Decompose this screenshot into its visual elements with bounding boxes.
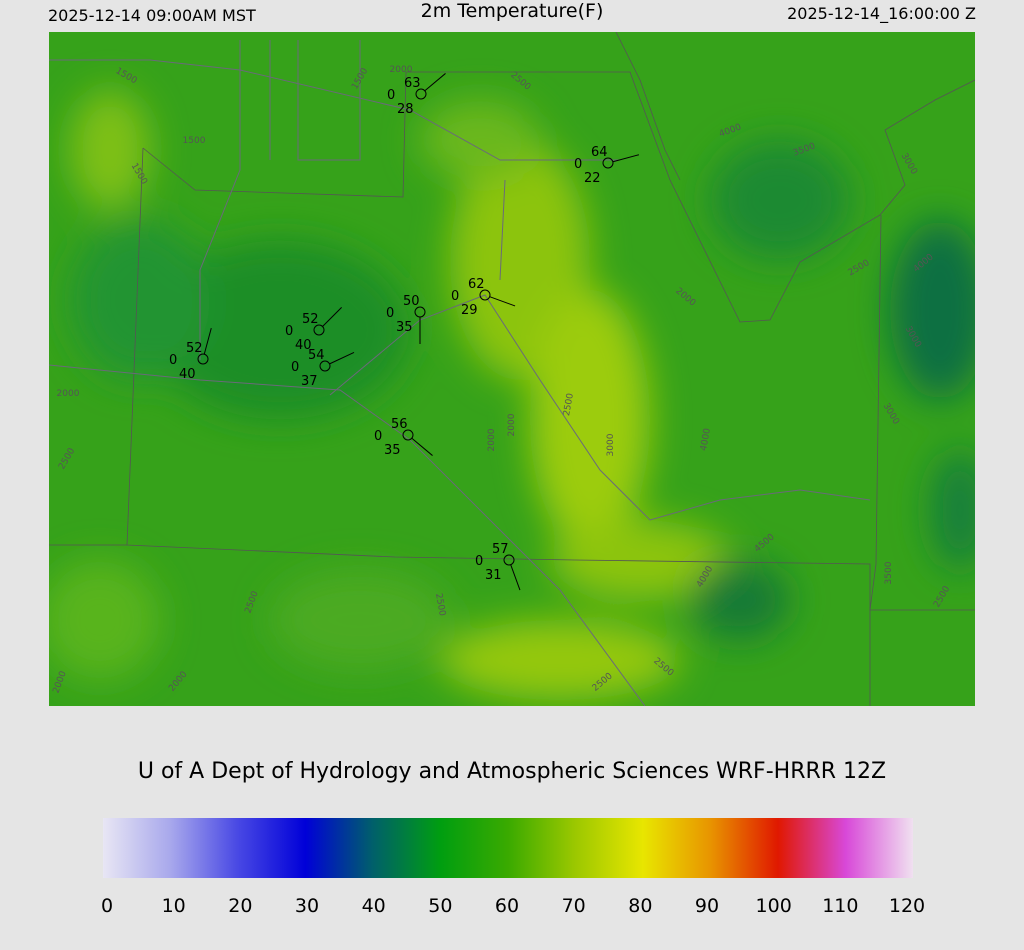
station-temperature: 62: [468, 277, 485, 292]
station-dewpoint: 35: [384, 443, 401, 458]
map-title: 2m Temperature(F): [421, 0, 604, 22]
station-temperature: 50: [403, 294, 420, 309]
colorbar-gradient: [103, 818, 913, 878]
colorbar-tick-label: 60: [495, 895, 519, 917]
contour-label: 2000: [507, 413, 517, 436]
station-mark: 0: [285, 324, 293, 339]
wind-barb: [510, 564, 521, 591]
station-temperature: 63: [404, 76, 421, 91]
station-temperature: 64: [591, 145, 608, 160]
station-circle: [313, 324, 325, 336]
contour-label: 4000: [699, 427, 713, 452]
colorbar-tick-label: 100: [756, 895, 792, 917]
contour-label: 2000: [487, 428, 497, 451]
station-mark: 0: [387, 88, 395, 103]
station-circle: [319, 360, 331, 372]
colorbar-tick-label: 10: [162, 895, 186, 917]
station-dewpoint: 28: [397, 102, 414, 117]
station-dewpoint: 35: [396, 320, 413, 335]
colorbar-tick-label: 70: [562, 895, 586, 917]
colorbar-tick-label: 0: [101, 895, 113, 917]
map: 1500 200015001500150025003500300040002000…: [49, 32, 975, 706]
contour-label: 2500: [433, 593, 447, 618]
station-circle: [602, 157, 614, 169]
colorbar-tick-label: 30: [295, 895, 319, 917]
station-dewpoint: 37: [301, 374, 318, 389]
station-dewpoint: 40: [179, 367, 196, 382]
colorbar-tick-label: 40: [362, 895, 386, 917]
wind-barb: [424, 73, 446, 92]
wind-barb: [489, 296, 516, 307]
station-mark: 0: [574, 157, 582, 172]
contour-label: 2000: [390, 65, 413, 75]
station-temperature: 52: [302, 312, 319, 327]
contour-label: 2500: [562, 392, 576, 417]
wind-barb: [322, 307, 342, 327]
station-temperature: 57: [492, 542, 509, 557]
station-circle: [402, 429, 414, 441]
colorbar-tick-label: 90: [695, 895, 719, 917]
station-temperature: 54: [308, 348, 325, 363]
station-dewpoint: 40: [295, 338, 312, 353]
station-dewpoint: 31: [485, 568, 502, 583]
colorbar-tick-label: 20: [228, 895, 252, 917]
station-circle: [415, 88, 427, 100]
contour-label: 3500: [884, 561, 894, 584]
wind-barb: [203, 327, 212, 355]
contour-label: 3000: [606, 433, 616, 456]
station-mark: 0: [291, 360, 299, 375]
borders: [49, 32, 975, 706]
station-circle: [479, 289, 491, 301]
colorbar-tick-label: 50: [428, 895, 452, 917]
colorbar-tick-label: 110: [822, 895, 858, 917]
colorbar-tick-label: 120: [889, 895, 925, 917]
station-mark: 0: [374, 429, 382, 444]
station-mark: 0: [386, 306, 394, 321]
station-mark: 0: [475, 554, 483, 569]
wind-barb: [329, 352, 355, 365]
station-circle: [503, 554, 515, 566]
station-temperature: 56: [391, 417, 408, 432]
station-mark: 0: [169, 353, 177, 368]
valid-local: 2025-12-14 09:00AM MST: [48, 6, 256, 25]
valid-utc: 2025-12-14_16:00:00 Z: [787, 4, 976, 24]
colorbar-tick-label: 80: [628, 895, 652, 917]
contour-label: 2000: [57, 389, 80, 399]
wind-barb: [612, 154, 640, 163]
station-mark: 0: [451, 289, 459, 304]
colorbar: 0 10 20 30 40 50 60 70 80 90 100 110 120: [101, 818, 925, 917]
station-dewpoint: 29: [461, 303, 478, 318]
station-circle: [197, 353, 209, 365]
station-temperature: 52: [186, 341, 203, 356]
station-dewpoint: 22: [584, 171, 601, 186]
contour-label: 1500: [183, 136, 206, 146]
stations: 6302864022620295003552040540375204056035…: [169, 73, 640, 591]
credit: U of A Dept of Hydrology and Atmospheric…: [138, 759, 886, 784]
wind-barb: [411, 437, 433, 456]
